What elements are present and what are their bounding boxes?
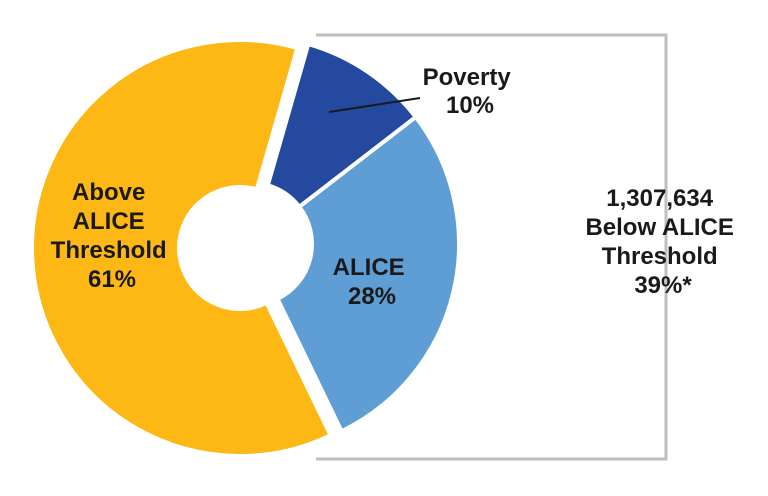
- above-label-value: 61%: [88, 266, 136, 293]
- slice-poverty: [265, 41, 419, 210]
- callout-line2: Below ALICE: [585, 214, 733, 241]
- alice-label-name: ALICE: [333, 254, 405, 281]
- callout-value: 39%*: [634, 272, 692, 299]
- poverty-label: Poverty 10%: [423, 64, 518, 119]
- poverty-label-value: 10%: [446, 92, 494, 119]
- slice-above-alice: [30, 38, 334, 459]
- poverty-leader-line: [328, 97, 421, 113]
- callout-line3: Threshold: [602, 243, 718, 270]
- below-alice-bracket: [316, 33, 668, 461]
- poverty-label-name: Poverty: [423, 64, 512, 91]
- callout-count: 1,307,634: [606, 185, 713, 212]
- alice-label-value: 28%: [348, 283, 396, 310]
- above-label-line2: ALICE: [73, 208, 145, 235]
- above-label-line1: Above: [72, 179, 145, 206]
- above-alice-label: Above ALICE Threshold 61%: [51, 179, 174, 293]
- alice-label: ALICE 28%: [333, 254, 412, 310]
- slice-alice: [274, 114, 461, 434]
- below-alice-callout: 1,307,634 Below ALICE Threshold 39%*: [585, 185, 740, 299]
- above-label-line3: Threshold: [51, 237, 167, 264]
